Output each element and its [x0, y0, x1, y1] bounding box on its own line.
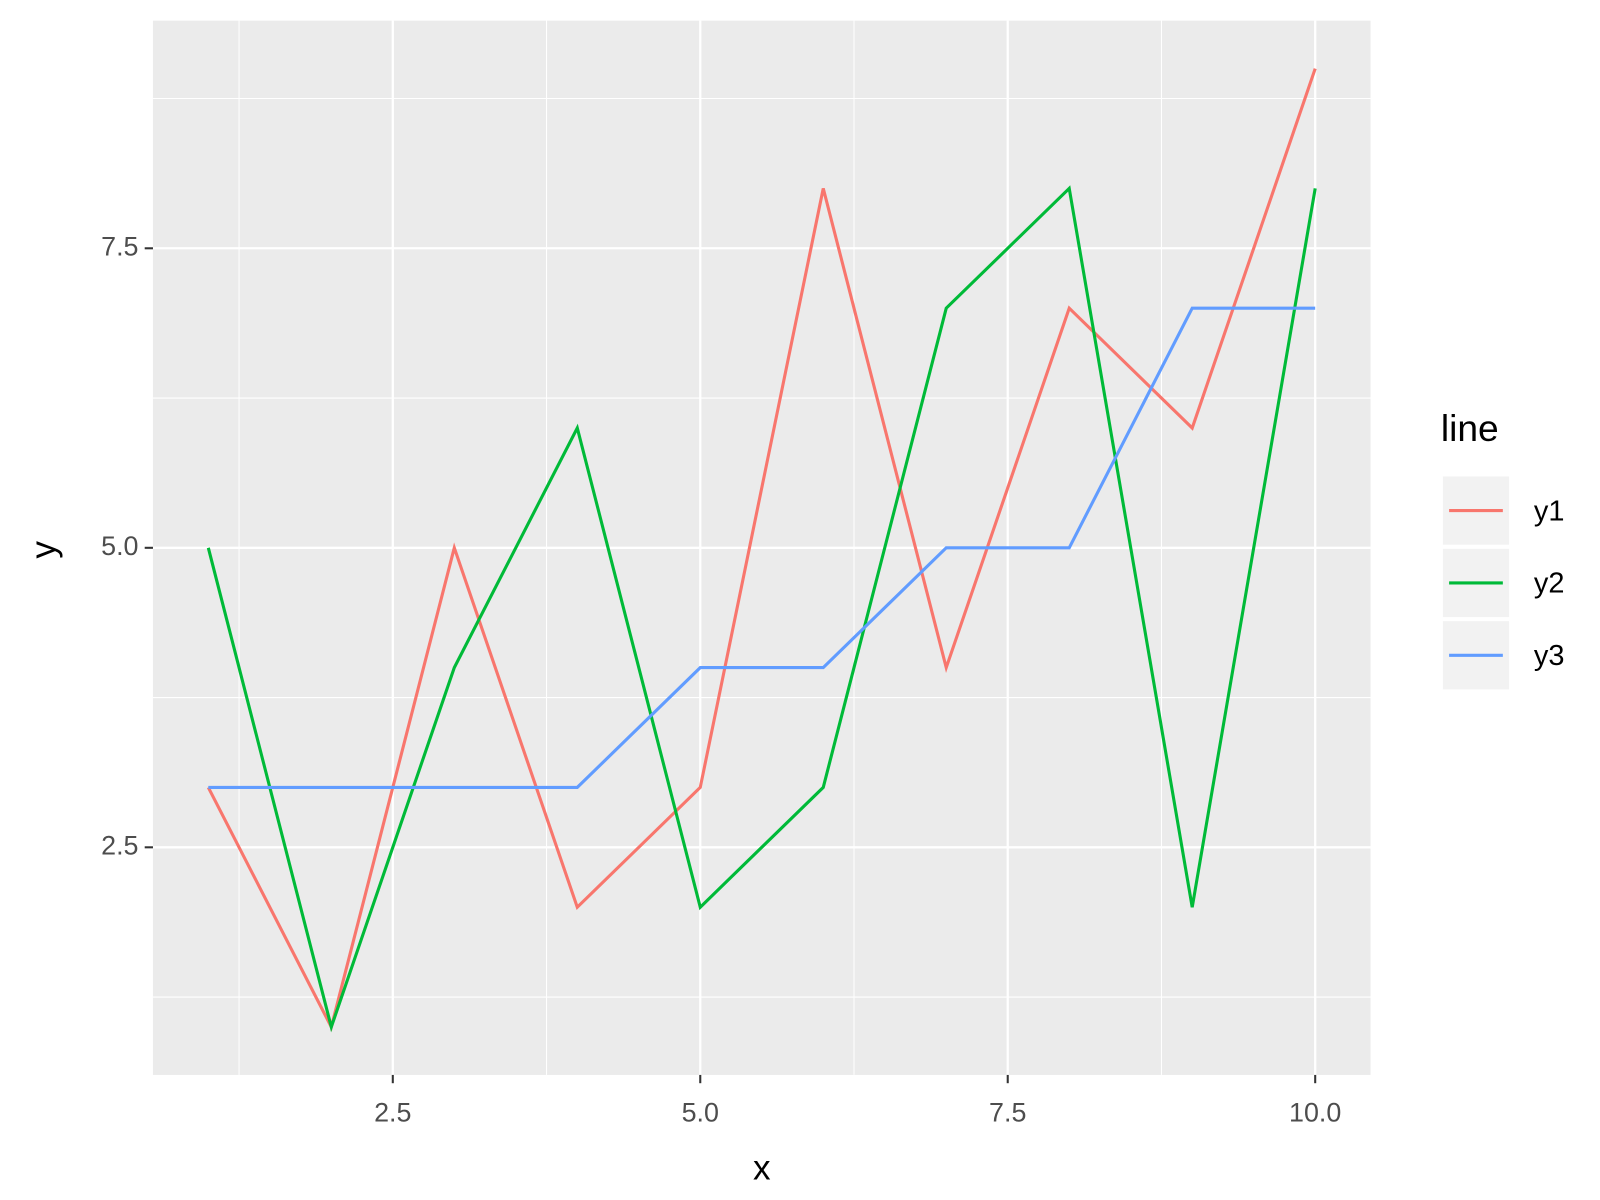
legend-label: y1	[1534, 495, 1565, 527]
legend-title: line	[1441, 407, 1499, 449]
x-axis-title: x	[753, 1148, 771, 1187]
legend-label: y3	[1534, 640, 1565, 672]
y-tick-label: 2.5	[101, 830, 138, 860]
x-tick-label: 7.5	[989, 1097, 1026, 1127]
x-tick-label: 10.0	[1289, 1097, 1341, 1127]
y-tick-label: 7.5	[101, 231, 138, 261]
legend-label: y2	[1534, 568, 1565, 600]
x-tick-label: 2.5	[374, 1097, 411, 1127]
x-tick-label: 5.0	[682, 1097, 719, 1127]
series-line	[208, 306, 1316, 789]
y-tick-label: 5.0	[101, 531, 138, 561]
series-line	[206, 185, 1317, 1033]
y-axis-title: y	[24, 541, 63, 559]
